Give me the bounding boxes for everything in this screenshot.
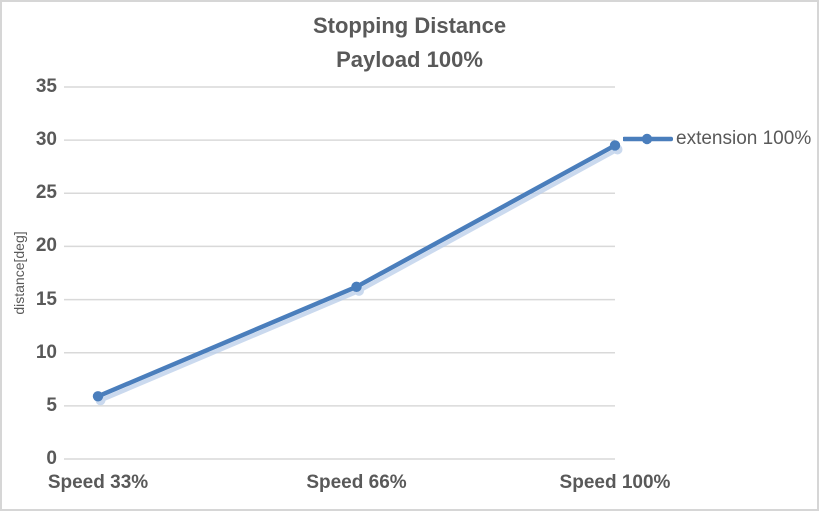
data-point-marker — [92, 391, 104, 402]
y-tick-label: 20 — [35, 235, 57, 257]
y-tick-label: 35 — [35, 76, 57, 97]
data-point-marker — [609, 140, 621, 151]
data-point-marker — [351, 281, 362, 293]
x-axis-label: Speed 33% — [47, 472, 149, 493]
series-line — [92, 140, 621, 402]
x-axis-label: Speed 100% — [559, 472, 671, 493]
y-tick-label: 30 — [35, 129, 57, 151]
legend-line-marker-icon — [623, 133, 673, 145]
y-tick-label: 25 — [35, 182, 57, 204]
y-tick-label: 10 — [35, 341, 57, 363]
y-tick-label: 15 — [35, 288, 57, 310]
y-tick-label: 0 — [46, 448, 57, 469]
y-tick-label: 5 — [46, 394, 57, 416]
legend-label: extension 100% — [676, 128, 812, 149]
legend: extension 100% — [623, 126, 811, 152]
x-axis-label: Speed 66% — [306, 472, 407, 493]
